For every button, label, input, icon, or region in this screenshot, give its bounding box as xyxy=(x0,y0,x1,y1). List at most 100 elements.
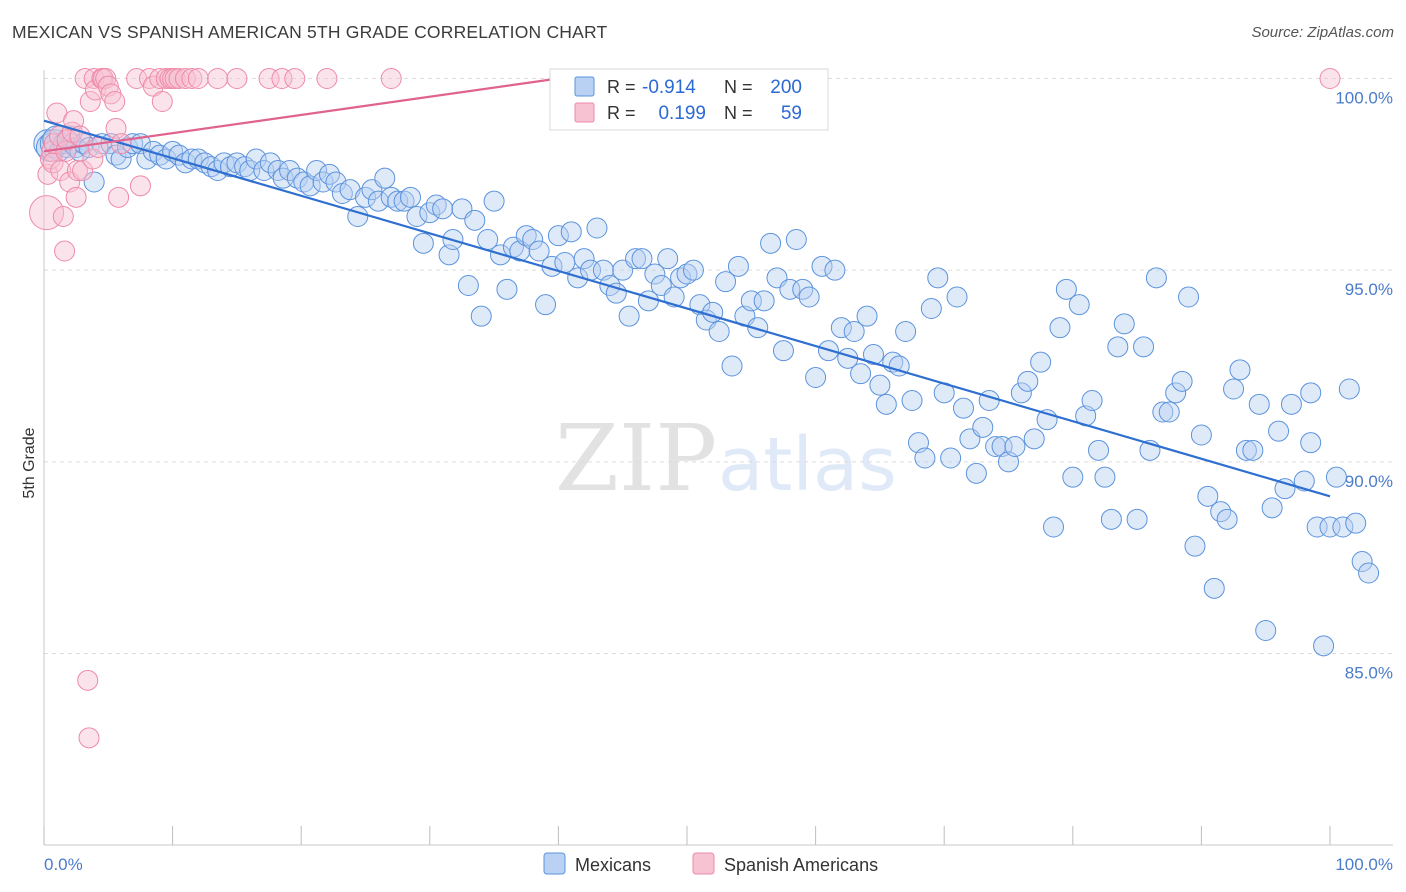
point-mexicans xyxy=(279,160,301,181)
point-mexicans xyxy=(875,393,897,415)
point-spanish xyxy=(77,669,99,691)
point-spanish xyxy=(55,140,77,162)
point-mexicans xyxy=(400,186,422,208)
point-mexicans xyxy=(702,301,724,323)
point-spanish xyxy=(168,68,190,89)
point-mexicans xyxy=(1010,382,1032,404)
point-mexicans xyxy=(306,160,328,181)
y-tick-label: 90.0% xyxy=(1345,472,1393,491)
point-mexicans xyxy=(142,140,164,162)
stats-r-value-mexicans: -0.914 xyxy=(642,77,696,98)
point-spanish xyxy=(79,91,101,112)
stats-r-label-mexicans: R = xyxy=(607,77,636,97)
legend-swatch-spanish xyxy=(692,852,715,875)
point-mexicans xyxy=(1094,466,1116,488)
point-mexicans xyxy=(339,179,361,201)
point-mexicans xyxy=(245,148,267,170)
point-spanish xyxy=(181,68,203,89)
point-mexicans xyxy=(727,255,749,277)
point-spanish xyxy=(52,206,74,227)
point-mexicans xyxy=(676,263,698,285)
point-mexicans xyxy=(946,286,968,308)
point-mexicans xyxy=(1358,562,1380,584)
point-mexicans xyxy=(657,248,679,270)
point-spanish xyxy=(151,91,173,112)
point-mexicans xyxy=(747,317,769,339)
watermark-zip: ZIP xyxy=(555,405,717,512)
point-spanish xyxy=(380,68,402,89)
point-mexicans xyxy=(483,190,505,212)
point-mexicans xyxy=(470,305,492,327)
point-mexicans xyxy=(181,148,203,170)
point-mexicans xyxy=(1081,390,1103,411)
point-spanish xyxy=(174,68,196,89)
point-mexicans xyxy=(432,198,454,220)
point-mexicans xyxy=(1319,516,1341,538)
point-spanish xyxy=(29,195,65,231)
point-mexicans xyxy=(110,148,132,170)
point-mexicans xyxy=(1325,466,1347,488)
point-mexicans xyxy=(985,436,1007,457)
point-mexicans xyxy=(286,167,308,189)
point-spanish xyxy=(226,68,248,89)
legend-swatch-mexicans xyxy=(543,852,566,875)
point-mexicans xyxy=(515,225,537,247)
point-spanish xyxy=(66,160,88,181)
point-spanish xyxy=(82,148,104,170)
legend-label-spanish: Spanish Americans xyxy=(724,855,878,875)
point-mexicans xyxy=(496,278,518,300)
point-mexicans xyxy=(1152,401,1174,423)
point-mexicans xyxy=(856,305,878,327)
point-mexicans xyxy=(1338,378,1360,400)
point-spanish xyxy=(50,160,72,181)
point-mexicans xyxy=(1248,393,1270,415)
stats-legend-box xyxy=(549,68,829,131)
axes xyxy=(43,70,1393,846)
point-mexicans xyxy=(1055,278,1077,300)
point-mexicans xyxy=(522,229,544,250)
chart-title: MEXICAN VS SPANISH AMERICAN 5TH GRADE CO… xyxy=(12,22,608,42)
point-mexicans xyxy=(1229,359,1251,381)
point-mexicans xyxy=(1043,516,1065,538)
point-mexicans xyxy=(914,447,936,469)
point-mexicans xyxy=(406,206,428,227)
point-mexicans xyxy=(1293,470,1315,492)
point-spanish xyxy=(129,175,151,197)
point-mexicans xyxy=(1088,439,1110,461)
point-mexicans xyxy=(805,367,827,388)
point-mexicans xyxy=(779,278,801,300)
point-mexicans xyxy=(618,305,640,327)
point-mexicans xyxy=(1171,370,1193,392)
point-mexicans xyxy=(1062,466,1084,488)
point-mexicans xyxy=(952,397,974,419)
point-spanish xyxy=(78,727,100,749)
point-mexicans xyxy=(573,248,595,270)
point-mexicans xyxy=(367,190,389,212)
point-mexicans xyxy=(811,255,833,277)
point-mexicans xyxy=(586,217,608,239)
point-mexicans xyxy=(393,190,415,212)
point-mexicans xyxy=(798,286,820,308)
stats-legend: R = -0.914 N = 200 R = 0.199 N = 59 xyxy=(549,68,829,131)
series-spanish-americans xyxy=(29,68,1341,749)
point-mexicans xyxy=(740,290,762,312)
point-mexicans xyxy=(830,317,852,339)
point-mexicans xyxy=(1280,393,1302,415)
point-mexicans xyxy=(1030,351,1052,373)
point-mexicans xyxy=(901,390,923,411)
series-mexicans xyxy=(33,125,1380,657)
point-spanish xyxy=(1319,68,1341,89)
point-mexicans xyxy=(772,340,794,362)
point-spanish xyxy=(65,186,87,208)
point-spanish xyxy=(284,68,306,89)
point-mexicans xyxy=(753,290,775,312)
stats-swatch-mexicans xyxy=(574,76,595,97)
point-mexicans xyxy=(1004,436,1026,457)
point-mexicans xyxy=(1145,267,1167,289)
point-mexicans xyxy=(464,209,486,231)
point-mexicans xyxy=(895,321,917,342)
point-mexicans xyxy=(663,286,685,308)
point-mexicans xyxy=(567,267,589,289)
point-spanish xyxy=(37,163,59,185)
